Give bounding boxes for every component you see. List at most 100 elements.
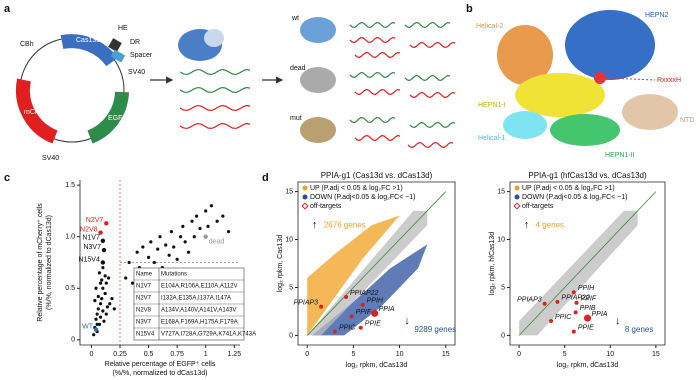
x-tick-label: 0 (305, 351, 309, 358)
point (167, 253, 171, 257)
table-cell: N15V4 (136, 332, 155, 338)
point (192, 235, 196, 239)
x-tick-label: 5 (351, 351, 355, 358)
plasmid-label: Cas13d (76, 37, 100, 44)
y-tick-label: 10 (285, 236, 293, 243)
transcript (179, 86, 251, 94)
annotated-point (104, 221, 109, 226)
transcript (349, 36, 396, 44)
point (190, 219, 194, 223)
point-label: PPIC (339, 324, 356, 331)
axis (297, 181, 456, 346)
y-tick-label: 10 (497, 236, 505, 243)
annotated-point (203, 234, 208, 239)
transcript (179, 122, 251, 130)
legend-label: UP (P.adj < 0.05 & log₂FC >1) (522, 185, 615, 192)
annotation: N3V7 (83, 244, 101, 251)
transcript (354, 134, 401, 142)
domain-label: NTD (680, 117, 694, 124)
x-tick-label: 10 (396, 351, 404, 358)
annotation: N2V7 (86, 217, 104, 224)
point (130, 281, 135, 285)
point-label: PPIAP3 (517, 297, 542, 304)
y-tick-label: 15 (497, 188, 505, 195)
point (96, 307, 100, 311)
table-cell: N2V8 (136, 308, 152, 314)
legend-marker (302, 185, 308, 191)
table-cell: I132A,E135A,I137A,I147A (161, 296, 231, 302)
point (204, 209, 208, 213)
x-tick-label: 1.25 (227, 351, 241, 358)
y-tick-label: 1.5 (65, 182, 75, 189)
table-cell: A134V,A140V,A141V,A143V (161, 308, 236, 314)
annotated-point (98, 230, 103, 235)
down-count: 9289 genes (414, 325, 456, 334)
annotated-point (93, 327, 99, 332)
point (98, 315, 103, 319)
transcript (404, 74, 451, 82)
point (146, 255, 151, 259)
table-cell: Name (136, 272, 153, 278)
x-axis-label: log₂ rpkm, dCas13d (557, 362, 619, 369)
y-tick-label: 15 (285, 188, 293, 195)
legend-marker (514, 194, 520, 200)
x-tick-label: 0 (517, 351, 521, 358)
point (96, 294, 100, 299)
arrow: ↑ (524, 219, 530, 231)
legend-label: off-targets (310, 203, 342, 210)
table-cell: Mutations (161, 272, 187, 278)
point (183, 240, 187, 244)
y-axis-label: (%/%, normalized to dCas13d) (46, 215, 53, 310)
point (221, 214, 225, 218)
cell-diagram (150, 17, 336, 143)
transcript (354, 51, 401, 59)
x-tick-label: 5 (563, 351, 567, 358)
point (106, 276, 111, 280)
point (206, 224, 210, 229)
point (194, 214, 199, 218)
arrow: ↑ (312, 219, 318, 231)
point (127, 260, 131, 265)
legend-marker (513, 202, 521, 210)
point (198, 226, 202, 231)
point-label: PPIE (578, 324, 594, 331)
table-cell: N2V7 (136, 296, 152, 302)
plasmid-label: HE (118, 25, 128, 32)
transcript (354, 88, 401, 96)
plasmid-label: DR (130, 39, 140, 46)
point (110, 296, 114, 301)
domain-label: HEPN2 (645, 12, 668, 19)
point (186, 250, 191, 254)
chart-title: PPIA-g1 (Cas13d vs. dCas13d) (321, 171, 433, 180)
point (215, 219, 219, 223)
point (571, 290, 576, 295)
point (101, 309, 105, 313)
diagonal (518, 191, 657, 336)
point (94, 286, 98, 290)
y-axis-label: Relative percentage of mCherry⁺ cells (37, 203, 44, 322)
transcript (349, 21, 396, 29)
point (141, 245, 145, 249)
x-axis-label: Relative percentage of EGFP⁺ cells (105, 361, 216, 368)
panel-label: a (4, 3, 11, 15)
legend-marker (302, 194, 308, 200)
plasmid (15, 34, 129, 144)
point (175, 257, 179, 262)
plasmid-label: Spacer (130, 52, 153, 59)
point (104, 312, 108, 316)
legend-label: UP (P.adj < 0.05 & log₂FC >1) (310, 185, 403, 192)
annotated-point (100, 238, 106, 244)
point-label: PPIH (367, 298, 384, 305)
up-count: 4 genes (536, 220, 564, 229)
point (571, 329, 576, 334)
legend-marker (301, 202, 309, 210)
plasmid-label: SV40 (128, 69, 145, 76)
point (97, 322, 102, 326)
table-cell: E168A,F169A,H175A,F179A (161, 320, 238, 326)
point (358, 325, 363, 330)
point (93, 299, 97, 303)
plasmid-label: CBh (20, 41, 34, 48)
legend-label: DOWN (P.adj<0.05 & log₂FC< −1) (522, 194, 628, 201)
point (574, 300, 579, 305)
